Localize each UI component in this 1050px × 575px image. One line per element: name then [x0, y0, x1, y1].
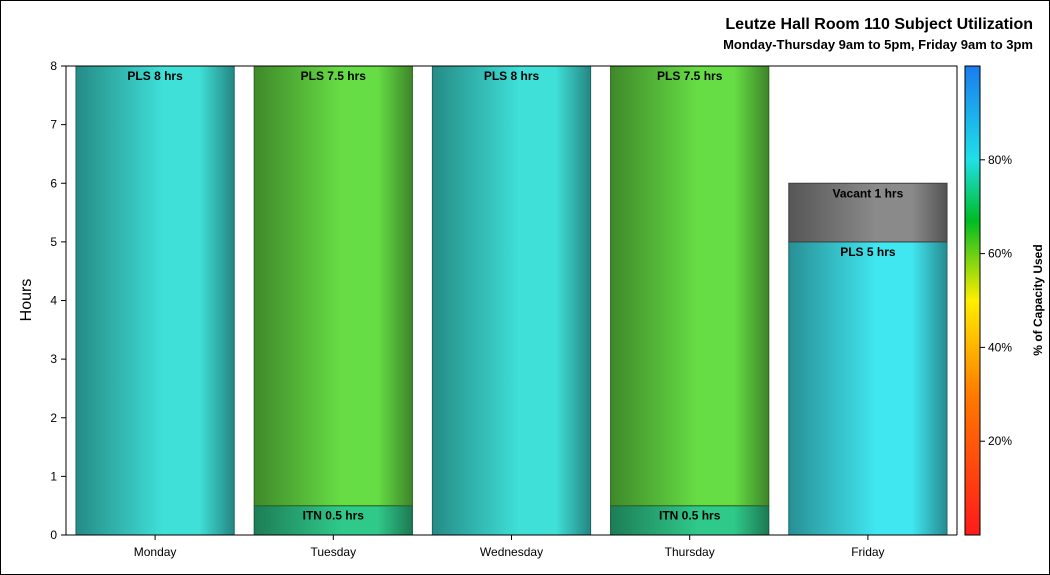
y-tick-label: 8 — [50, 59, 57, 73]
y-tick-label: 4 — [50, 294, 57, 308]
y-tick-label: 1 — [50, 469, 57, 483]
y-tick-label: 2 — [50, 411, 57, 425]
bar-segment-label: PLS 7.5 hrs — [657, 69, 723, 83]
plot-area: PLS 8 hrs ITN 0.5 hrs PLS 7.5 hrs PLS 8 hrs… — [50, 59, 958, 559]
bar-segment-tuesday-0 — [253, 505, 413, 536]
y-tick-label: 0 — [50, 528, 57, 542]
bar-segment-tuesday-1 — [253, 65, 413, 507]
colorbar-tick-label: 60% — [988, 247, 1012, 261]
color-legend: 20% 40% 60% 80% % of Capacity Used — [964, 65, 1045, 536]
chart-subtitle: Monday-Thursday 9am to 5pm, Friday 9am t… — [723, 37, 1033, 52]
x-tick-label: Wednesday — [480, 545, 543, 559]
x-tick-label: Friday — [851, 545, 884, 559]
bar-segment-label: PLS 5 hrs — [840, 245, 896, 259]
bar-segment-friday-0 — [788, 241, 948, 536]
y-tick-label: 5 — [50, 235, 57, 249]
bar-segment-friday-1 — [788, 182, 948, 243]
bar-segment-label: ITN 0.5 hrs — [303, 509, 365, 523]
bar-segment-thursday-0 — [610, 505, 770, 536]
colorbar-tick-label: 40% — [988, 340, 1012, 354]
bar-segment-label: ITN 0.5 hrs — [659, 509, 721, 523]
bar-segment-label: PLS 8 hrs — [484, 69, 540, 83]
colorbar-label: % of Capacity Used — [1031, 244, 1045, 355]
plot-border — [66, 65, 958, 535]
bar-segment-wednesday-0 — [431, 65, 592, 536]
colorbar-tick-label: 20% — [988, 434, 1012, 448]
y-tick-label: 7 — [50, 118, 57, 132]
x-tick-label: Tuesday — [311, 545, 357, 559]
x-tick-label: Monday — [134, 545, 177, 559]
y-axis-label: Hours — [18, 279, 35, 322]
bar-segment-label: PLS 7.5 hrs — [301, 69, 367, 83]
x-tick-label: Thursday — [665, 545, 715, 559]
y-tick-label: 3 — [50, 352, 57, 366]
bar-segment-label: Vacant 1 hrs — [833, 186, 904, 200]
colorbar-tick-label: 80% — [988, 153, 1012, 167]
bar-segment-monday-0 — [75, 65, 235, 536]
colorbar-gradient — [964, 65, 981, 536]
chart-title: Leutze Hall Room 110 Subject Utilization — [725, 16, 1033, 33]
bar-segment-thursday-1 — [610, 65, 770, 507]
y-tick-label: 6 — [50, 176, 57, 190]
bar-segment-label: PLS 8 hrs — [127, 69, 183, 83]
